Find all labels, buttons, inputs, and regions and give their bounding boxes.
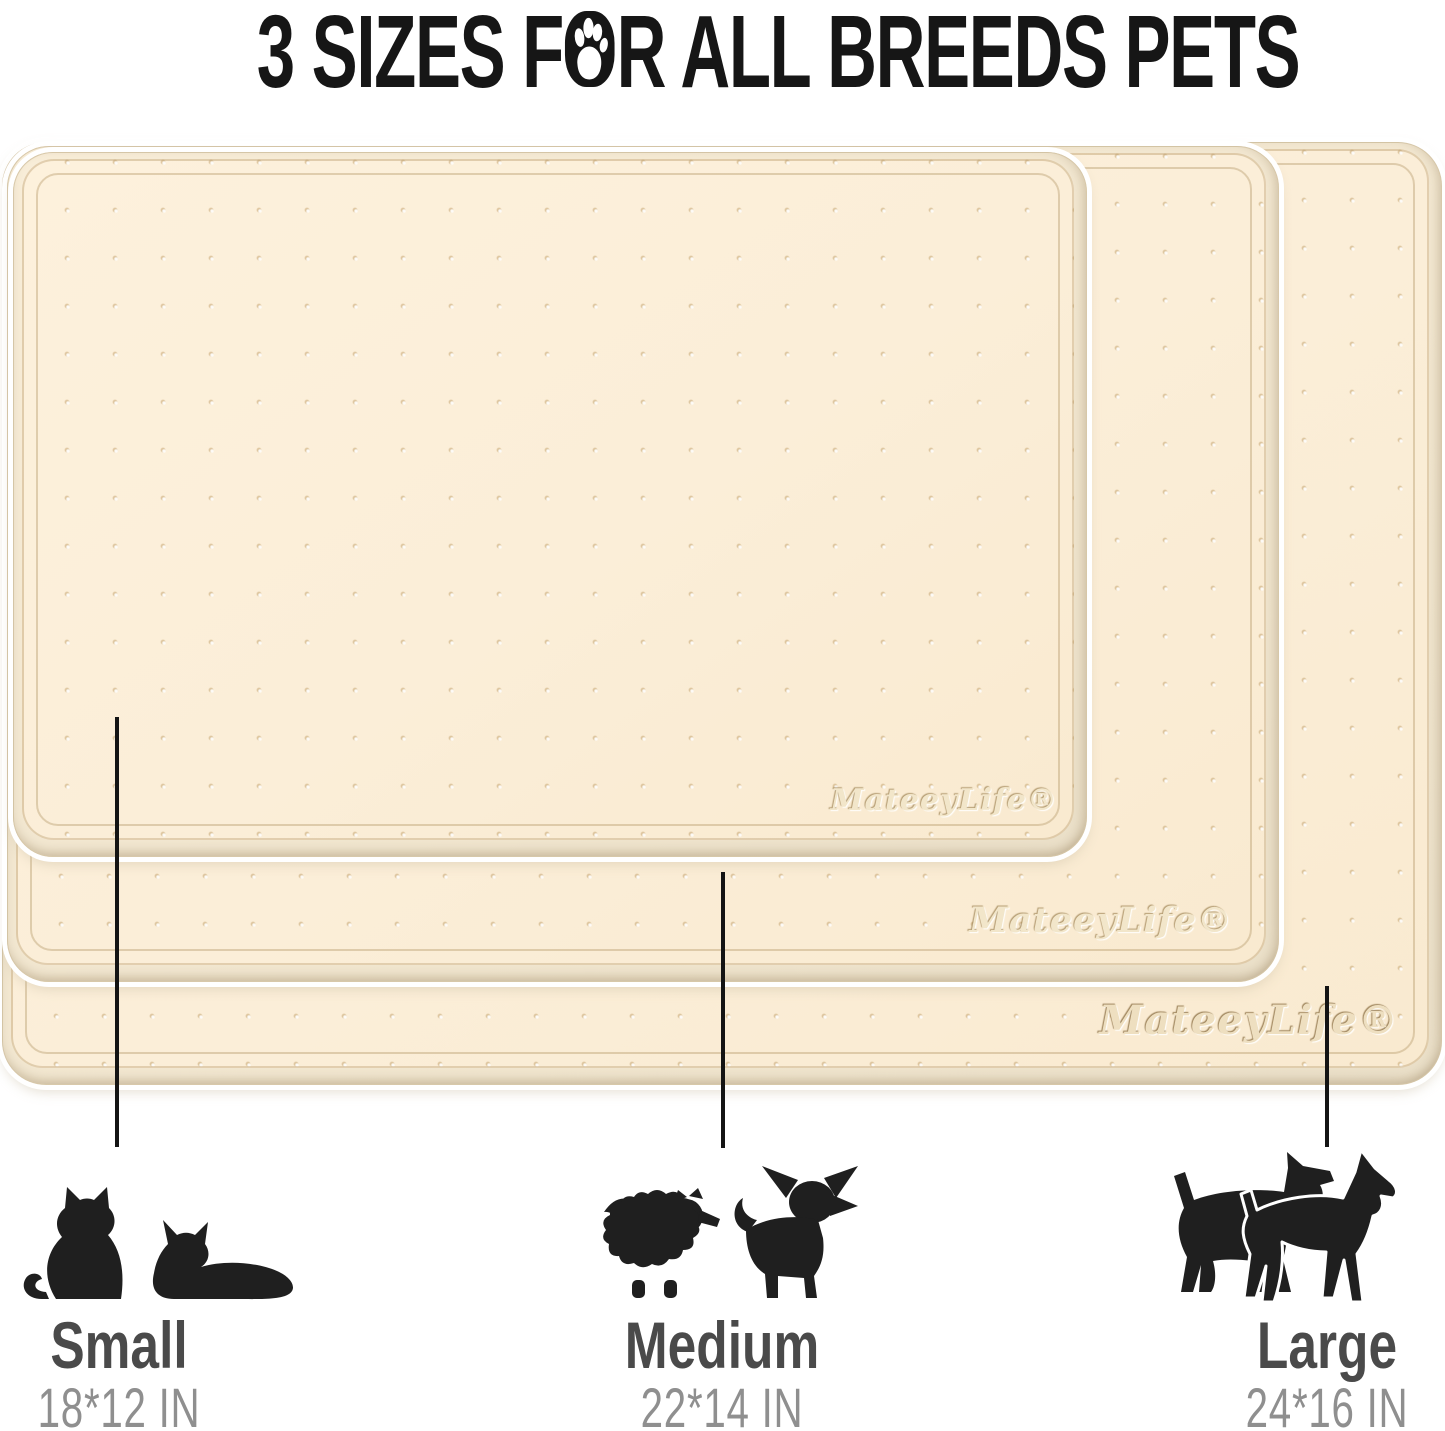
callout-line-large — [1325, 986, 1329, 1147]
size-label-small: Small — [50, 1308, 188, 1382]
cat-lying-icon — [152, 1220, 293, 1300]
mat-small-brand-logo: MateeyLife® — [830, 783, 1058, 818]
cat-sitting-icon — [23, 1187, 123, 1299]
paw-icon-glyph — [574, 17, 608, 80]
size-label-large: Large — [1256, 1308, 1398, 1382]
title-part1: 3 SIZES F — [256, 0, 565, 109]
title-part2: R ALL BREEDS PETS — [616, 0, 1301, 109]
mat-small-surface — [22, 159, 1074, 840]
callout-line-medium — [721, 872, 725, 1148]
size-dimensions-large: 24*16 IN — [1245, 1376, 1409, 1431]
mat-large-brand-logo: MateeyLife® — [1099, 997, 1399, 1044]
large-size-animals — [1174, 1148, 1398, 1304]
paw-icon — [565, 11, 615, 87]
pomeranian-icon — [603, 1188, 720, 1298]
mat-medium-brand-logo: MateeyLife® — [969, 900, 1233, 941]
small-size-animals — [23, 1187, 293, 1300]
doberman-icon — [1239, 1148, 1398, 1304]
medium-size-animals — [603, 1166, 858, 1298]
chihuahua-icon — [734, 1166, 858, 1298]
mat-small: MateeyLife® — [13, 152, 1087, 857]
size-dimensions-small: 18*12 IN — [37, 1376, 201, 1431]
size-dimensions-medium: 22*14 IN — [640, 1376, 804, 1431]
size-label-medium: Medium — [624, 1308, 820, 1382]
callout-line-small — [115, 717, 119, 1147]
